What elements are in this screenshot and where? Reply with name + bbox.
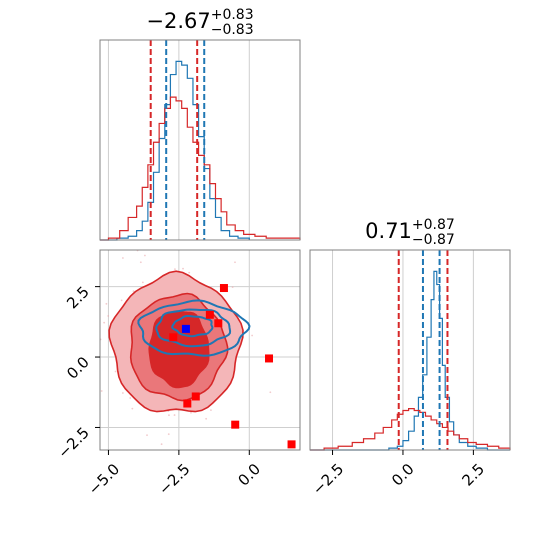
sample-dot bbox=[114, 370, 117, 373]
red-marker bbox=[191, 392, 200, 401]
y-tick-label: −2.5 bbox=[54, 424, 92, 462]
sample-dot bbox=[105, 302, 108, 305]
sample-dot bbox=[131, 407, 134, 410]
param-2-upper-error: +0.87 bbox=[412, 217, 455, 233]
scatter-frame bbox=[99, 249, 301, 451]
histogram-param-2-x-ticks: −2.5 0.0 2.5 bbox=[309, 450, 488, 499]
param-1-title: −2.67+0.83 −0.83 bbox=[146, 7, 253, 38]
sample-dot bbox=[103, 321, 106, 324]
sample-dot bbox=[269, 391, 272, 394]
sample-dot bbox=[251, 334, 254, 337]
histogram-param-2-frame bbox=[309, 249, 511, 451]
blue-contour-level bbox=[137, 299, 251, 357]
sample-dot bbox=[146, 434, 148, 437]
sample-dot bbox=[173, 414, 176, 416]
y-tick-label: 0.0 bbox=[63, 353, 93, 383]
histogram-param-1-quantile-lines bbox=[149, 40, 206, 240]
x-tick-label: 2.5 bbox=[459, 460, 489, 490]
sample-dot bbox=[234, 261, 236, 264]
sample-dot bbox=[120, 299, 123, 302]
sample-dot bbox=[182, 267, 184, 270]
scatter-y-ticks: −2.5 0.0 2.5 bbox=[54, 283, 100, 462]
scatter-x-ticks: −5.0 −2.5 0.0 bbox=[85, 450, 264, 499]
y-tick-label: 2.5 bbox=[63, 283, 93, 313]
param-1-lower-error: −0.83 bbox=[211, 22, 254, 38]
scatter-markers bbox=[169, 284, 296, 449]
red-marker bbox=[169, 333, 178, 342]
red-contour-level bbox=[148, 310, 210, 389]
sample-dot bbox=[107, 315, 110, 317]
sample-dot bbox=[210, 409, 212, 412]
sample-dot bbox=[121, 257, 124, 259]
sample-dot bbox=[141, 281, 144, 284]
sample-dot bbox=[129, 397, 132, 399]
x-tick-label: −2.5 bbox=[155, 460, 193, 498]
x-tick-label: −5.0 bbox=[85, 460, 123, 498]
histogram-series-blue bbox=[100, 60, 250, 241]
param-2-median: 0.71 bbox=[365, 219, 412, 243]
sample-dot bbox=[206, 236, 208, 238]
histogram-param-2-grid bbox=[332, 250, 474, 450]
x-tick-label: 0.0 bbox=[234, 460, 264, 490]
red-marker bbox=[287, 440, 296, 449]
histogram-param-2: −2.5 0.0 2.5 bbox=[309, 249, 511, 499]
histogram-series-red bbox=[310, 408, 511, 451]
scatter-param-1-vs-param-2: −5.0 −2.5 0.0 −2.50.02.5 bbox=[54, 236, 301, 499]
red-marker bbox=[183, 399, 192, 408]
sample-dot bbox=[132, 290, 135, 293]
sample-dot bbox=[139, 261, 142, 264]
x-tick-label: −2.5 bbox=[309, 460, 347, 498]
sample-dot bbox=[205, 417, 208, 420]
param-2-title: 0.71+0.87 −0.87 bbox=[365, 217, 455, 248]
histogram-series-blue bbox=[310, 270, 510, 451]
histogram-param-1-frame bbox=[99, 39, 301, 241]
histogram-param-2-quantile-lines bbox=[397, 250, 449, 450]
histogram-param-2-series bbox=[310, 270, 511, 451]
sample-dot bbox=[174, 268, 176, 271]
sample-dot bbox=[83, 390, 85, 392]
blue-contour-level bbox=[155, 308, 232, 348]
red-marker bbox=[214, 319, 223, 328]
param-1-upper-error: +0.83 bbox=[211, 7, 254, 23]
sample-dot bbox=[90, 321, 92, 323]
sample-dot bbox=[121, 392, 124, 394]
sample-dot bbox=[168, 414, 170, 417]
sample-dot bbox=[231, 286, 234, 289]
sample-dot bbox=[144, 254, 146, 257]
blue-marker bbox=[181, 324, 190, 333]
param-2-lower-error: −0.87 bbox=[412, 232, 455, 248]
blue-contours bbox=[137, 299, 251, 357]
sample-dot bbox=[160, 443, 163, 446]
sample-dot bbox=[167, 433, 170, 436]
red-marker bbox=[205, 310, 214, 319]
histogram-param-1-series bbox=[100, 60, 301, 241]
sample-dot bbox=[91, 276, 93, 278]
sample-dot bbox=[188, 271, 191, 274]
blue-contour-level bbox=[171, 315, 214, 338]
x-tick-label: 0.0 bbox=[388, 460, 418, 490]
histogram-param-1-grid bbox=[107, 40, 250, 240]
sample-dot bbox=[100, 390, 103, 392]
sample-dot bbox=[190, 411, 192, 414]
red-marker bbox=[231, 420, 240, 429]
red-marker bbox=[219, 284, 228, 293]
sample-dot bbox=[96, 381, 98, 383]
histogram-param-1 bbox=[99, 39, 301, 241]
red-marker bbox=[265, 354, 274, 363]
param-1-median: −2.67 bbox=[146, 9, 210, 33]
histogram-series-red bbox=[100, 96, 301, 241]
red-contours bbox=[108, 270, 244, 413]
